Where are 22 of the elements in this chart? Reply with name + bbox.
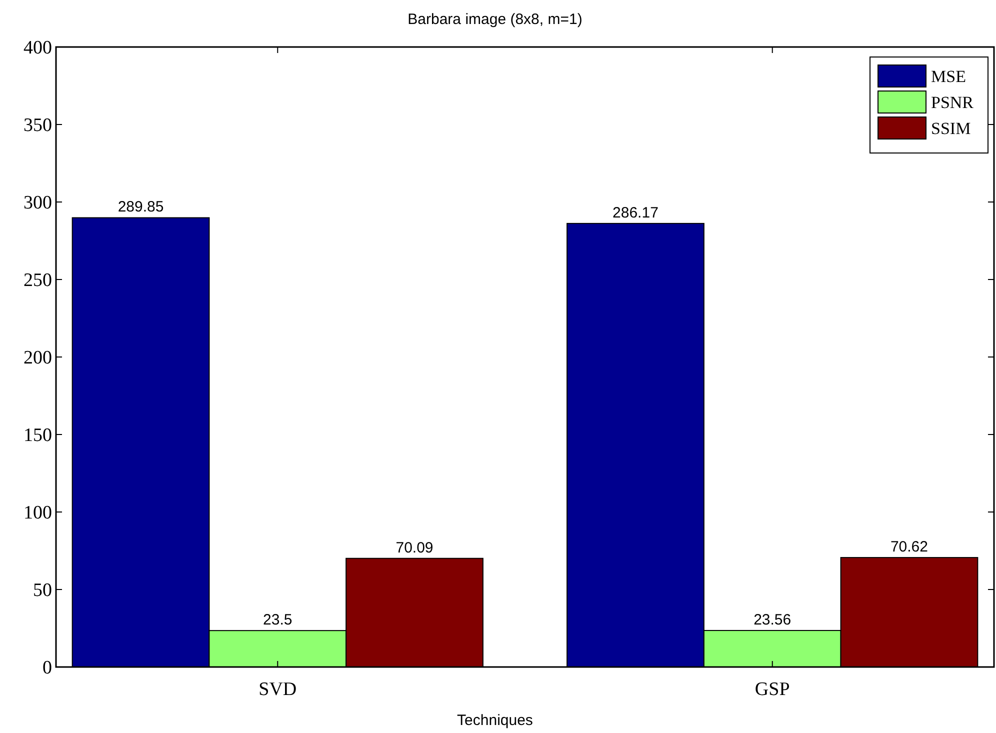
y-tick-label: 150	[24, 425, 52, 446]
y-tick-label: 50	[33, 580, 52, 602]
y-tick-label: 0	[42, 658, 52, 679]
x-tick-label: GSP	[754, 679, 790, 700]
legend-label: SSIM	[931, 118, 971, 138]
chart-title: Barbara image (8x8, m=1)	[408, 11, 582, 28]
y-tick-label: 300	[24, 192, 52, 214]
x-tick-label: SVD	[258, 679, 297, 700]
y-tick-label: 250	[24, 270, 52, 292]
data-label: 70.09	[396, 539, 434, 556]
x-axis-title: Techniques	[457, 712, 533, 729]
y-tick-label: 200	[24, 348, 52, 369]
data-label: 286.17	[612, 204, 658, 222]
data-label: 70.62	[890, 538, 928, 556]
y-tick-label: 100	[24, 502, 52, 524]
legend-label: PSNR	[931, 92, 974, 112]
data-label: 23.5	[263, 612, 292, 629]
data-label: 23.56	[754, 611, 792, 628]
legend-label: MSE	[931, 66, 966, 86]
y-tick-label: 350	[24, 115, 52, 136]
y-tick-label: 400	[24, 38, 52, 59]
data-label: 289.85	[118, 198, 164, 216]
